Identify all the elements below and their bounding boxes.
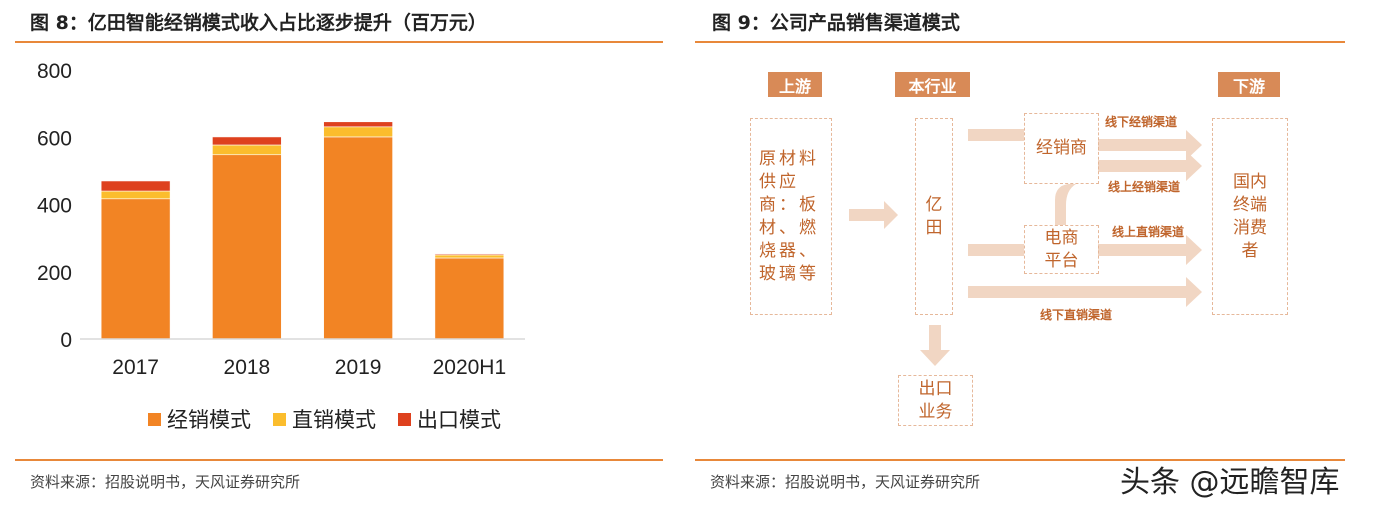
left-panel-title: 图 8：亿田智能经销模式收入占比逐步提升（百万元） xyxy=(30,12,487,34)
y-tick-label: 400 xyxy=(37,195,72,218)
legend-swatch-direct xyxy=(273,412,286,426)
arrow-to-dealer xyxy=(968,129,1024,141)
footer-divider xyxy=(695,459,1345,461)
title-divider xyxy=(15,41,663,43)
downstream-tag: 下游 xyxy=(1218,72,1280,97)
watermark: 头条 @远瞻智库 xyxy=(1120,465,1340,500)
title-divider xyxy=(695,41,1345,43)
channel-label: 线上经销渠道 xyxy=(1108,180,1181,194)
legend-label: 经销模式 xyxy=(167,408,251,432)
dealer-box: 经销商 xyxy=(1024,113,1099,184)
channel-label: 线下经销渠道 xyxy=(1105,115,1178,129)
arrow-to-ecommerce xyxy=(968,244,1024,256)
bar-segment xyxy=(434,257,505,340)
arrow-offline-dealer xyxy=(1098,130,1202,160)
y-tick-label: 800 xyxy=(37,60,72,83)
bar-segment xyxy=(100,180,171,192)
consumer-box: 国内终端消费者 xyxy=(1212,118,1288,315)
x-tick-label: 2017 xyxy=(112,356,159,379)
arrow-to-export xyxy=(920,325,950,366)
legend: 经销模式 直销模式 出口模式 xyxy=(148,404,501,434)
supplier-box: 原材料供应商：板材、燃烧器、玻璃等 xyxy=(750,118,832,315)
x-tick-label: 2018 xyxy=(224,356,271,379)
left-source: 资料来源：招股说明书，天风证券研究所 xyxy=(30,473,301,491)
legend-label: 出口模式 xyxy=(417,408,501,432)
bar-segment xyxy=(323,121,393,128)
footer-divider xyxy=(15,459,663,461)
connector-ecommerce-dealer xyxy=(1055,184,1076,225)
legend-swatch-dealer xyxy=(148,412,161,426)
upstream-tag: 上游 xyxy=(768,72,822,97)
arrow-to-company xyxy=(849,201,898,229)
company-box: 亿田 xyxy=(915,118,953,315)
y-tick-label: 600 xyxy=(37,127,72,150)
x-tick-label: 2020H1 xyxy=(433,356,507,379)
bar-segment xyxy=(212,136,282,146)
export-box: 出口业务 xyxy=(898,375,973,426)
arrow-online-dealer xyxy=(1098,151,1202,181)
stacked-bar-chart: 0 200 400 600 800 2017 2018 2019 2020H1 xyxy=(37,60,525,379)
channel-label: 线上直销渠道 xyxy=(1112,225,1185,239)
legend-swatch-export xyxy=(398,412,411,426)
bar-segment xyxy=(100,198,171,340)
right-source: 资料来源：招股说明书，天风证券研究所 xyxy=(710,473,981,491)
industry-tag: 本行业 xyxy=(895,72,970,97)
bar-segment xyxy=(323,136,393,340)
legend-label: 直销模式 xyxy=(292,408,376,432)
channel-label: 线下直销渠道 xyxy=(1040,308,1113,322)
arrow-online-direct xyxy=(1098,235,1202,265)
y-tick-label: 0 xyxy=(60,329,72,352)
y-tick-label: 200 xyxy=(37,262,72,285)
arrow-offline-direct xyxy=(968,277,1202,307)
right-panel-title: 图 9：公司产品销售渠道模式 xyxy=(712,12,960,34)
ecommerce-box: 电商平台 xyxy=(1024,225,1099,274)
bar-segment xyxy=(434,253,505,256)
x-tick-label: 2019 xyxy=(335,356,382,379)
